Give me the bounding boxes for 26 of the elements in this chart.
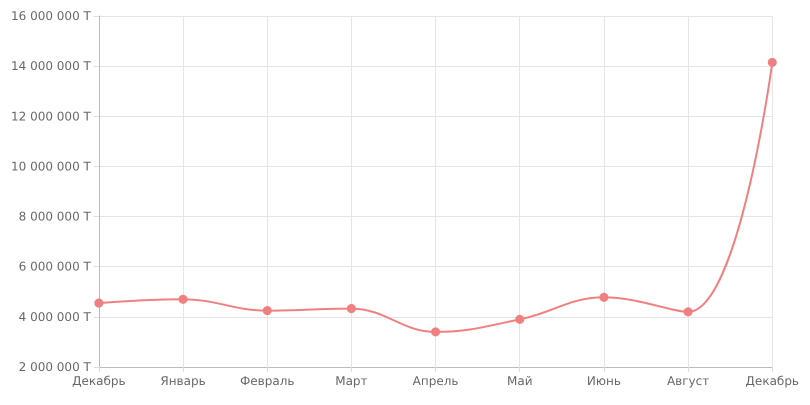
y-tick-label: 4 000 000 Т	[18, 310, 92, 324]
point	[262, 306, 272, 316]
x-tick-label: Май	[506, 374, 532, 388]
point	[768, 58, 777, 67]
point	[94, 298, 104, 308]
point	[515, 314, 524, 324]
x-tick-label: Август	[666, 374, 710, 388]
point	[346, 304, 356, 314]
x-tick-label: Декабрь	[746, 374, 799, 388]
point	[431, 327, 440, 336]
x-tick-label: Апрель	[412, 374, 458, 388]
point	[599, 292, 608, 302]
y-tick-label: 14 000 000 Т	[10, 59, 92, 74]
x-tick-label: Январь	[160, 374, 206, 388]
y-tick-label: 16 000 000 Т	[10, 9, 92, 23]
y-tick-label: 2 000 000 Т	[18, 360, 92, 374]
x-tick-label: Июнь	[586, 374, 621, 388]
y-tick-label: 10 000 000 Т	[10, 159, 92, 174]
y-tick-label: 6 000 000 Т	[18, 260, 92, 274]
x-tick-label: Март	[335, 374, 368, 388]
point	[178, 294, 188, 304]
x-tick-label: Декабрь	[72, 374, 126, 388]
y-tick-label: 12 000 000 Т	[10, 109, 92, 124]
point	[684, 307, 693, 316]
x-tick-label: Февраль	[240, 374, 294, 388]
y-tick-label: 8 000 000 Т	[18, 210, 92, 224]
